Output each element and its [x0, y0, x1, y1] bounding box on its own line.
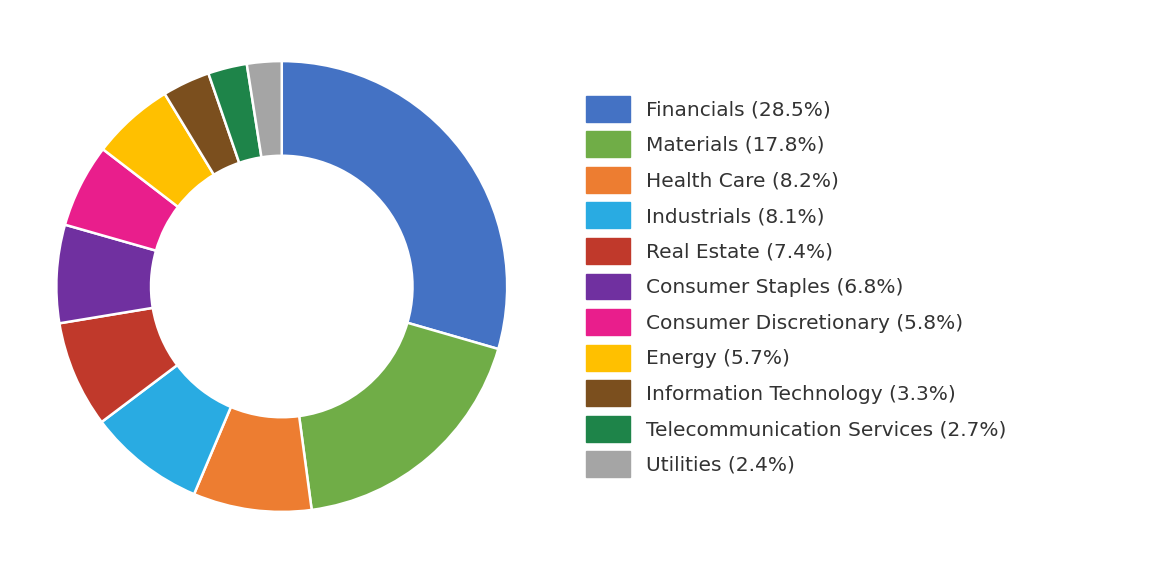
Legend: Financials (28.5%), Materials (17.8%), Health Care (8.2%), Industrials (8.1%), R: Financials (28.5%), Materials (17.8%), H… [586, 96, 1006, 477]
Wedge shape [103, 94, 214, 207]
Wedge shape [60, 308, 177, 422]
Wedge shape [102, 365, 231, 494]
Wedge shape [247, 61, 282, 158]
Wedge shape [164, 73, 239, 175]
Wedge shape [56, 225, 156, 323]
Wedge shape [299, 323, 498, 510]
Wedge shape [282, 61, 507, 349]
Wedge shape [209, 64, 262, 163]
Wedge shape [65, 149, 178, 250]
Wedge shape [194, 407, 311, 512]
